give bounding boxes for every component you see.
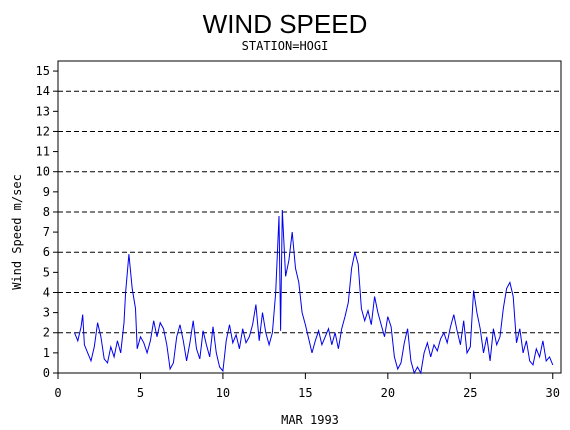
y-tick-label: 12 — [36, 124, 50, 138]
y-tick-label: 13 — [36, 104, 50, 118]
x-tick-label: 10 — [216, 386, 230, 400]
x-tick-label: 25 — [463, 386, 477, 400]
y-tick-label: 9 — [43, 185, 50, 199]
y-tick-label: 3 — [43, 306, 50, 320]
y-tick-label: 15 — [36, 64, 50, 78]
y-tick-label: 11 — [36, 145, 50, 159]
x-axis: 0 5 10 15 20 25 30 — [54, 373, 560, 400]
y-tick-label: 4 — [43, 285, 50, 299]
y-tick-label: 0 — [43, 366, 50, 380]
chart-title: WIND SPEED — [203, 9, 368, 39]
y-axis-label: Wind Speed m/sec — [10, 174, 24, 290]
series-line — [74, 209, 554, 375]
x-tick-label: 0 — [54, 386, 61, 400]
x-tick-label: 30 — [546, 386, 560, 400]
y-tick-label: 6 — [43, 245, 50, 259]
y-tick-label: 10 — [36, 165, 50, 179]
y-tick-label: 8 — [43, 205, 50, 219]
x-tick-label: 5 — [137, 386, 144, 400]
y-tick-label: 14 — [36, 84, 50, 98]
x-tick-label: 15 — [298, 386, 312, 400]
plot-frame — [57, 60, 562, 374]
x-tick-label: 20 — [381, 386, 395, 400]
y-tick-label: 1 — [43, 346, 50, 360]
x-axis-label: MAR 1993 — [281, 413, 339, 427]
chart-subtitle: STATION=HOGI — [242, 39, 329, 53]
y-tick-label: 2 — [43, 326, 50, 340]
y-tick-label: 5 — [43, 265, 50, 279]
gridlines — [58, 90, 561, 374]
y-tick-label: 7 — [43, 225, 50, 239]
